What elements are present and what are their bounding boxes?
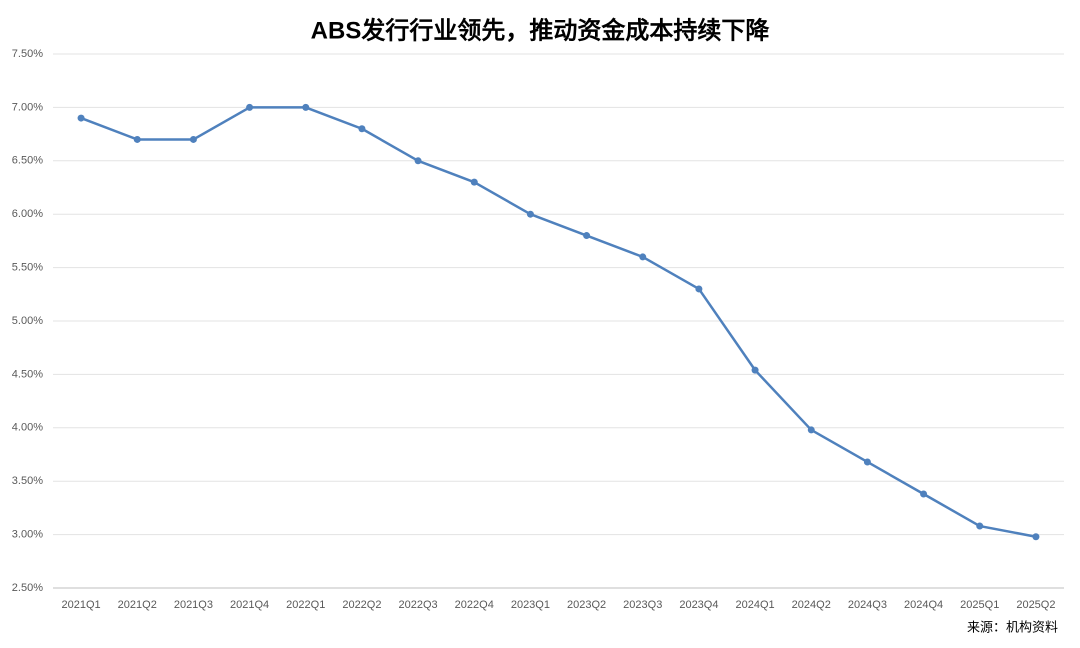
point	[639, 253, 647, 261]
point	[976, 522, 984, 530]
chart-title: ABS发行行业领先，推动资金成本持续下降	[311, 16, 771, 44]
x-tick-label: 2024Q3	[848, 599, 887, 611]
point	[470, 178, 478, 186]
x-tick-label: 2024Q2	[792, 599, 831, 611]
x-tick-label: 2024Q4	[904, 599, 943, 611]
point	[133, 135, 141, 143]
point	[358, 125, 366, 133]
y-tick-label: 5.50%	[12, 262, 43, 274]
y-tick-label: 6.50%	[12, 155, 43, 167]
x-tick-label: 2023Q2	[567, 599, 606, 611]
point	[751, 366, 759, 374]
point	[414, 157, 422, 165]
x-tick-label: 2025Q2	[1016, 599, 1055, 611]
point	[695, 285, 703, 293]
x-tick-label: 2022Q1	[286, 599, 325, 611]
x-tick-label: 2025Q1	[960, 599, 999, 611]
point	[863, 458, 871, 466]
y-tick-label: 2.50%	[12, 582, 43, 594]
y-tick-label: 3.50%	[12, 475, 43, 487]
point	[189, 135, 197, 143]
point	[526, 210, 534, 218]
y-tick-label: 6.00%	[12, 208, 43, 220]
x-tick-label: 2021Q3	[174, 599, 213, 611]
point	[583, 232, 591, 240]
x-tick-label: 2022Q4	[455, 599, 494, 611]
x-tick-label: 2022Q3	[399, 599, 438, 611]
point	[807, 426, 815, 434]
point	[1032, 533, 1040, 541]
line	[80, 106, 1037, 538]
x-tick-label: 2023Q1	[511, 599, 550, 611]
x-tick-label: 2023Q3	[623, 599, 662, 611]
x-tick-label: 2024Q1	[736, 599, 775, 611]
y-tick-label: 7.50%	[12, 48, 43, 60]
point	[920, 490, 928, 498]
x-tick-label: 2021Q4	[230, 599, 269, 611]
y-tick-label: 7.00%	[12, 101, 43, 113]
point	[246, 103, 254, 111]
point	[77, 114, 85, 122]
x-tick-label: 2022Q2	[342, 599, 381, 611]
x-tick-label: 2021Q2	[118, 599, 157, 611]
y-tick-label: 3.00%	[12, 529, 43, 541]
point	[302, 103, 310, 111]
x-tick-label: 2023Q4	[679, 599, 718, 611]
source-note: 来源：机构资料	[967, 619, 1058, 634]
y-tick-label: 4.00%	[12, 422, 43, 434]
y-tick-label: 4.50%	[12, 368, 43, 380]
x-tick-label: 2021Q1	[62, 599, 101, 611]
y-tick-label: 5.00%	[12, 315, 43, 327]
